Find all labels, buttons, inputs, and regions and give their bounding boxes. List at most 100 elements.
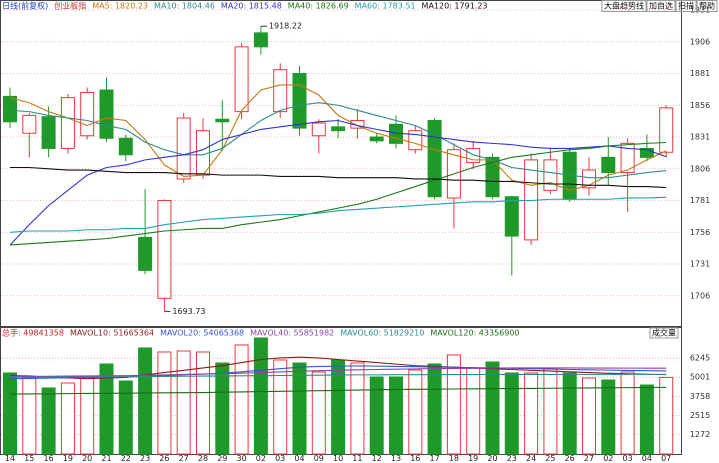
x-tick-label: 21 bbox=[101, 454, 111, 463]
ma-line bbox=[9, 84, 667, 191]
volume-bar bbox=[659, 376, 674, 455]
candle-body bbox=[601, 156, 616, 174]
candle-body bbox=[176, 117, 191, 180]
legend-entry: MA60: 1783.51 bbox=[355, 2, 416, 11]
volume-bar bbox=[543, 367, 558, 455]
x-tick-label: 19 bbox=[63, 454, 73, 463]
volume-bar bbox=[639, 384, 654, 455]
y-tick-label: 1756 bbox=[690, 228, 710, 237]
candle-body bbox=[331, 126, 346, 132]
x-tick-label: 09 bbox=[314, 454, 324, 463]
candle-body bbox=[234, 46, 249, 113]
y-tick-label: 3758 bbox=[690, 392, 710, 401]
candle-body bbox=[659, 107, 674, 153]
legend-entry: MAVOL10: 51665364 bbox=[70, 329, 154, 338]
toolbar-button[interactable]: 加自选 bbox=[649, 1, 673, 11]
x-tick-label: 03 bbox=[623, 454, 633, 463]
y-tick-label: 1781 bbox=[690, 196, 710, 205]
volume-bar bbox=[601, 379, 616, 455]
x-tick-label: 19 bbox=[468, 454, 478, 463]
x-tick-label: 29 bbox=[217, 454, 227, 463]
y-tick-label: 1931 bbox=[690, 6, 710, 15]
title: 日线(前复权) bbox=[2, 1, 48, 11]
x-tick-label: 26 bbox=[565, 454, 575, 463]
ma-line bbox=[10, 367, 667, 377]
ma-line bbox=[9, 386, 667, 395]
volume-bar bbox=[466, 367, 481, 455]
volume-bar bbox=[41, 387, 56, 455]
x-tick-label: 27 bbox=[179, 454, 189, 463]
volume-bar bbox=[138, 347, 153, 455]
x-tick-label: 02 bbox=[603, 454, 613, 463]
toolbar-button[interactable]: 帮助 bbox=[699, 1, 715, 11]
y-tick-label: 6245 bbox=[690, 354, 710, 363]
x-tick-label: 23 bbox=[507, 454, 517, 463]
x-tick-label: 14 bbox=[5, 454, 15, 463]
toolbar-button[interactable]: 扫描 bbox=[678, 1, 694, 11]
candle-body bbox=[157, 200, 172, 299]
legend-entry: MA10: 1804.46 bbox=[154, 2, 215, 11]
button-frame bbox=[696, 0, 718, 12]
legend-entry: MAVOL60: 51829210 bbox=[340, 329, 424, 338]
volume-bar bbox=[389, 376, 403, 455]
volume-bar bbox=[485, 361, 500, 455]
ma-line bbox=[9, 356, 667, 380]
x-tick-label: 24 bbox=[526, 454, 536, 463]
candle-body bbox=[41, 116, 56, 149]
y-tick-label: 1831 bbox=[690, 133, 710, 142]
x-tick-label: 10 bbox=[333, 454, 343, 463]
volume-bar bbox=[427, 363, 442, 455]
x-tick-label: 20 bbox=[82, 454, 92, 463]
button-frame bbox=[646, 0, 676, 12]
candle-body bbox=[369, 136, 384, 142]
x-tick-label: 04 bbox=[294, 454, 304, 463]
volume-bar bbox=[80, 376, 95, 455]
ma-line bbox=[9, 196, 667, 233]
volume-bar bbox=[620, 371, 635, 455]
candle-body bbox=[99, 89, 114, 139]
volume-button[interactable]: 成交量 bbox=[652, 328, 676, 338]
x-tick-label: 12 bbox=[372, 454, 382, 463]
legend-entry: MA20: 1815.48 bbox=[221, 2, 282, 11]
volume-bar bbox=[273, 359, 288, 455]
y-tick-label: 1731 bbox=[690, 260, 710, 269]
x-tick-label: 04 bbox=[642, 454, 652, 463]
legend-entry: MAVOL20: 54065368 bbox=[160, 329, 244, 338]
volume-panel bbox=[0, 327, 682, 455]
volume-bar bbox=[562, 372, 577, 455]
candle-body bbox=[60, 97, 75, 149]
x-tick-label: 20 bbox=[487, 454, 497, 463]
candle-body bbox=[253, 32, 268, 48]
volume-bar bbox=[99, 363, 114, 455]
y-tick-label: 1881 bbox=[690, 69, 710, 78]
button-frame bbox=[649, 327, 679, 339]
x-tick-label: 16 bbox=[44, 454, 54, 463]
volume-bar bbox=[176, 350, 191, 455]
subtitle: 创业板指 bbox=[54, 1, 86, 11]
ma-line bbox=[10, 166, 667, 189]
y-tick-label: 1706 bbox=[690, 291, 710, 300]
x-tick-label: 11 bbox=[352, 454, 362, 463]
volume-bar bbox=[331, 359, 346, 455]
low-label: 1693.73 bbox=[172, 307, 205, 316]
volume-bar bbox=[582, 377, 596, 455]
volume-bar bbox=[369, 376, 384, 455]
volume-total: 总手: 49841358 bbox=[2, 328, 64, 338]
legend-entry: MAVOL120: 43356900 bbox=[430, 329, 519, 338]
ma-line bbox=[9, 119, 667, 246]
high-label: 1918.22 bbox=[269, 22, 302, 31]
x-tick-label: 15 bbox=[24, 454, 34, 463]
button-frame bbox=[601, 0, 647, 12]
candle-body bbox=[273, 69, 288, 113]
button-frame bbox=[675, 0, 697, 12]
volume-bar bbox=[253, 337, 268, 455]
volume-bar bbox=[157, 351, 172, 455]
x-tick-label: 28 bbox=[198, 454, 208, 463]
volume-bar bbox=[446, 354, 461, 455]
x-tick-label: 26 bbox=[159, 454, 169, 463]
candle-body bbox=[215, 118, 230, 123]
volume-bar bbox=[215, 362, 230, 455]
toolbar-button[interactable]: 大盘趋势线 bbox=[604, 1, 644, 11]
y-tick-label: 1806 bbox=[690, 164, 710, 173]
x-tick-label: 27 bbox=[584, 454, 594, 463]
